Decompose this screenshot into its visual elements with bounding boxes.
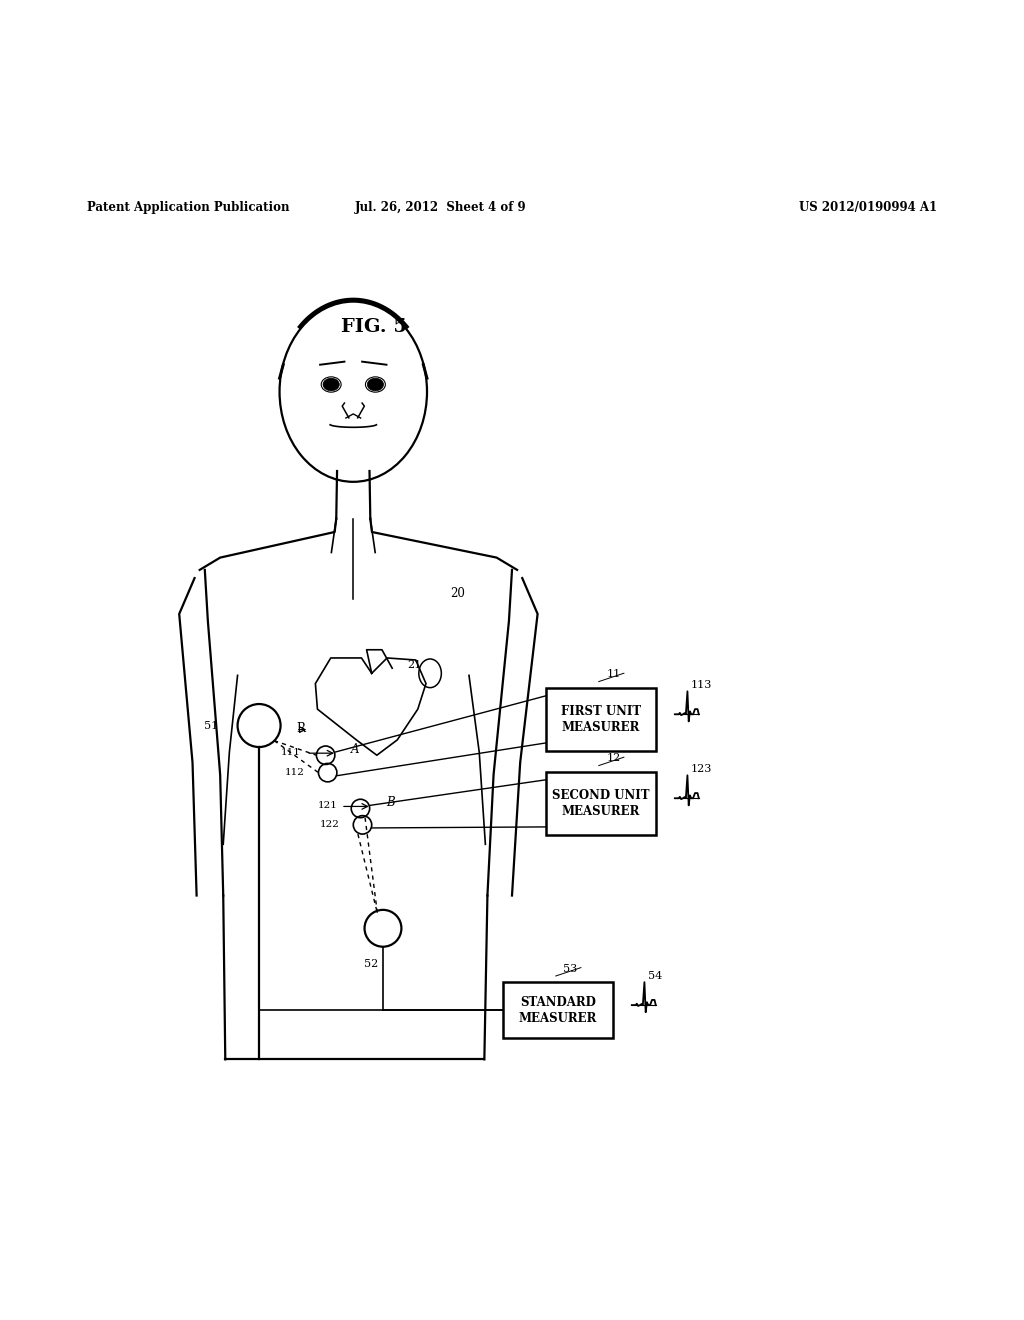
Text: 122: 122 [319,820,339,829]
Text: 20: 20 [451,586,466,599]
Text: 52: 52 [364,960,378,969]
Bar [546,688,656,751]
Text: 113: 113 [691,680,713,690]
Bar [503,982,613,1039]
Text: 123: 123 [691,764,713,775]
Text: B: B [386,796,394,809]
Text: STANDARD
MEASURER: STANDARD MEASURER [519,995,597,1024]
Text: 11: 11 [606,669,621,680]
Text: 54: 54 [648,972,663,981]
Text: FIRST UNIT
MEASURER: FIRST UNIT MEASURER [561,705,641,734]
Text: 111: 111 [281,747,300,756]
Ellipse shape [368,379,384,391]
Bar [546,772,656,836]
Text: Patent Application Publication: Patent Application Publication [87,201,290,214]
Text: FIG. 5: FIG. 5 [341,318,407,337]
Text: US 2012/0190994 A1: US 2012/0190994 A1 [799,201,937,214]
Text: 112: 112 [285,768,304,777]
Text: R: R [296,722,305,735]
Text: 121: 121 [317,801,337,810]
Text: 21: 21 [408,660,422,671]
Text: SECOND UNIT
MEASURER: SECOND UNIT MEASURER [552,789,650,818]
Ellipse shape [323,379,339,391]
Text: Jul. 26, 2012  Sheet 4 of 9: Jul. 26, 2012 Sheet 4 of 9 [354,201,526,214]
Text: A: A [351,743,359,755]
Text: 53: 53 [563,964,578,974]
Text: 51: 51 [204,721,218,730]
Text: 12: 12 [606,754,621,763]
